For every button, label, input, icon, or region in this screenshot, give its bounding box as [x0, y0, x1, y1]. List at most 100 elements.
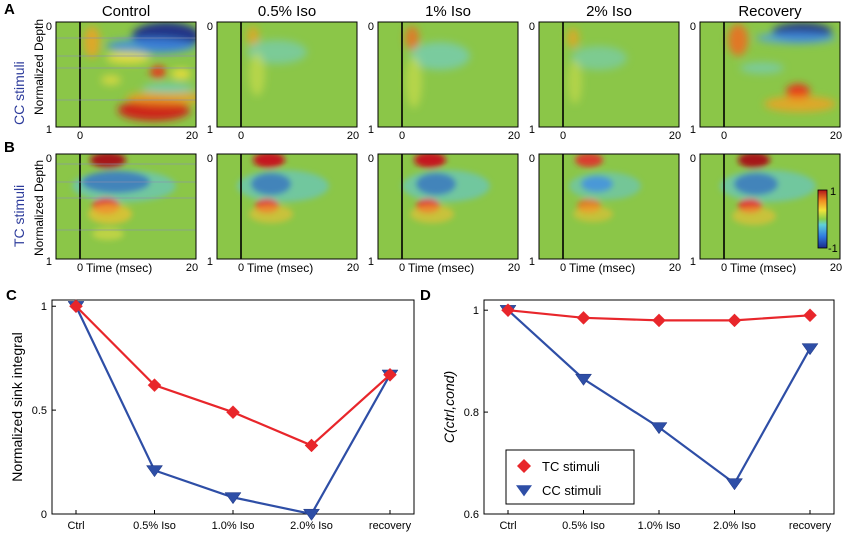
time-axis-label: Time (msec): [730, 261, 796, 275]
panel-letter-c: C: [6, 287, 17, 304]
y-tick-label: 1: [473, 305, 479, 317]
panel-d-chart: Ctrl 0.5% Iso 1.0% Iso 2.0% Iso recovery 0.6 0…: [441, 299, 835, 532]
csd-blob: [92, 228, 124, 240]
csd-blob: [237, 170, 329, 202]
time-axis-label: Time (msec): [86, 261, 152, 275]
depth-tick-top: 0: [529, 153, 535, 165]
depth-tick-top: 0: [368, 21, 374, 33]
heatmap-frame: [216, 21, 358, 128]
csd-blob: [142, 83, 194, 93]
time-tick-start: 0: [560, 262, 566, 274]
column-title: 1% Iso: [425, 3, 471, 20]
time-tick-start: 0: [721, 262, 727, 274]
csd-blob: [569, 172, 641, 200]
csd-blob: [573, 206, 613, 222]
tc-data-point: [727, 313, 742, 328]
panel-letter-d: D: [420, 287, 431, 304]
csd-blob: [402, 170, 490, 202]
x-tick-label: Ctrl: [67, 520, 84, 532]
depth-tick-bottom: 1: [529, 124, 535, 136]
cc-data-point: [303, 508, 320, 521]
csd-blob: [84, 26, 100, 58]
time-axis-label: Time (msec): [247, 261, 313, 275]
csd-blob: [740, 62, 784, 74]
panel-c-chart: Ctrl 0.5% Iso 1.0% Iso 2.0% Iso recovery 0 0.5…: [9, 299, 415, 532]
cc-data-point: [575, 373, 592, 386]
cc-data-point: [650, 422, 668, 435]
column-title: Recovery: [738, 3, 802, 20]
panel-letter-b: B: [4, 139, 15, 156]
depth-tick-top: 0: [207, 153, 213, 165]
legend-label: CC stimuli: [542, 483, 601, 498]
x-tick-label: 0.5% Iso: [133, 520, 176, 532]
y-tick-label: 0: [41, 509, 47, 521]
time-tick-start: 0: [399, 262, 405, 274]
cc-heatmap-panel: 01 0 20: [368, 21, 520, 142]
csd-blob: [126, 91, 196, 105]
time-tick-start: 0: [560, 130, 566, 142]
colorbar-max-label: 1: [830, 186, 836, 198]
y-tick-label: 0.8: [464, 407, 479, 419]
depth-axis-label-b: Normalized Depth: [32, 160, 46, 256]
depth-tick-top: 0: [46, 153, 52, 165]
row-label-tc: TC stimuli: [11, 185, 27, 247]
csd-blob: [171, 69, 191, 79]
time-tick-end: 20: [830, 262, 842, 274]
legend-tc-marker: [517, 459, 531, 473]
row-label-cc: CC stimuli: [11, 61, 27, 125]
csd-blob: [253, 154, 285, 168]
depth-tick-top: 0: [46, 21, 52, 33]
time-axis-label: Time (msec): [408, 261, 474, 275]
time-axis-label: Time (msec): [569, 261, 635, 275]
cc-heatmap-panel: 01 0 20: [46, 21, 198, 142]
time-tick-start: 0: [238, 130, 244, 142]
csd-blob: [72, 170, 176, 202]
y-tick-label: 1: [41, 301, 47, 313]
cc-data-point: [801, 343, 819, 356]
heatmap-frame: [55, 21, 197, 128]
time-tick-start: 0: [77, 130, 83, 142]
y-tick-label: 0.5: [32, 405, 47, 417]
depth-tick-top: 0: [690, 21, 696, 33]
cc-heatmap-panel: 01 0 20: [690, 21, 842, 142]
depth-tick-bottom: 1: [368, 124, 374, 136]
legend: TC stimuli CC stimuli: [505, 449, 635, 505]
cc-data-point: [726, 478, 743, 491]
column-title: Control: [102, 3, 150, 20]
depth-tick-top: 0: [368, 153, 374, 165]
csd-blob: [732, 207, 776, 225]
csd-blob: [571, 46, 627, 70]
cc-data-point: [146, 465, 163, 478]
depth-tick-bottom: 1: [46, 124, 52, 136]
depth-tick-top: 0: [529, 21, 535, 33]
csd-blob: [720, 170, 816, 202]
time-tick-start: 0: [721, 130, 727, 142]
csd-blob: [101, 75, 121, 85]
csd-blob: [764, 96, 836, 112]
cc-heatmap-panel: 01 0 20: [207, 21, 359, 142]
tc-data-point: [501, 303, 515, 318]
time-tick-end: 20: [347, 130, 359, 142]
heatmap-frame: [699, 21, 841, 128]
depth-tick-bottom: 1: [690, 124, 696, 136]
time-tick-start: 0: [77, 262, 83, 274]
csd-blob: [106, 52, 150, 64]
csd-blob: [249, 205, 293, 223]
legend-box: [505, 449, 635, 505]
csd-blob: [247, 26, 259, 46]
depth-tick-top: 0: [207, 21, 213, 33]
csd-blob: [575, 154, 603, 167]
y-tick-label: 0.6: [464, 509, 479, 521]
csd-blob: [88, 204, 132, 224]
csd-blob: [728, 24, 748, 56]
tc-data-point: [383, 367, 397, 382]
depth-axis-label-a: Normalized Depth: [32, 19, 46, 115]
legend-label: TC stimuli: [542, 459, 600, 474]
cc-heatmap-panel: 01 0 20: [529, 21, 681, 142]
heatmap-frame: [55, 153, 197, 260]
tc-data-point: [652, 313, 666, 328]
